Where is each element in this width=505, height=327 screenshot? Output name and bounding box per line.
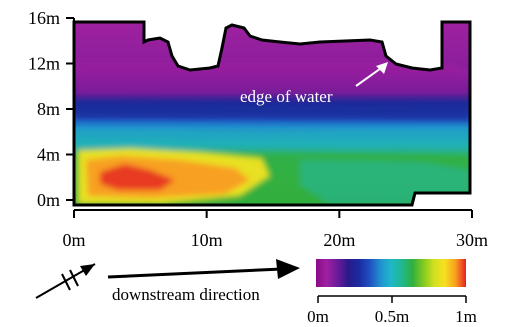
north-arrow-head [80, 264, 95, 276]
y-tick-label: 12m [28, 54, 60, 74]
x-tick-label: 20m [323, 230, 355, 250]
downstream-arrow: downstream direction [107, 259, 300, 304]
depth-zone-main-channel [74, 128, 470, 150]
y-tick-label: 8m [37, 99, 60, 119]
downstream-arrow-shaft [107, 267, 283, 279]
x-tick-label: 30m [456, 230, 488, 250]
y-tick-label: 16m [28, 8, 60, 28]
north-arrow-barb-1 [61, 273, 71, 291]
x-tick-label: 10m [191, 230, 223, 250]
depth-zone-mid-upper [74, 100, 470, 120]
y-tick-label: 4m [37, 145, 60, 165]
y-tick-label: 0m [37, 190, 60, 210]
north-arrow-barb-2 [69, 269, 79, 287]
depth-zone-deep-pool [100, 164, 175, 190]
colorbar: 0m 0.5m 1m [307, 259, 477, 326]
colorbar-tick-label: 1m [455, 307, 477, 326]
colorbar-tick-label: 0.5m [375, 307, 409, 326]
colorbar-tick-label: 0m [307, 307, 329, 326]
x-axis: 0m 10m 20m 30m [62, 209, 488, 250]
heatmap-field [74, 22, 470, 205]
north-arrow [35, 263, 96, 299]
y-axis: 0m 4m 8m 12m 16m [28, 8, 75, 210]
colorbar-gradient [316, 259, 466, 287]
annotation-arrowhead [376, 62, 388, 74]
x-tick-label: 0m [62, 230, 85, 250]
depth-zone-upper-margin [74, 60, 470, 96]
downstream-arrow-head [276, 259, 300, 279]
downstream-direction-label: downstream direction [112, 285, 260, 304]
edge-of-water-annotation: edge of water [240, 87, 333, 106]
